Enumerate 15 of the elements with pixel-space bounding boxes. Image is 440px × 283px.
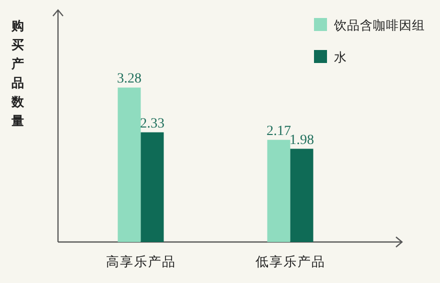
x-tick-label: 低享乐产品 — [255, 254, 326, 270]
bar — [140, 132, 164, 242]
bar — [118, 88, 141, 242]
legend-label: 水 — [334, 50, 347, 64]
bar — [267, 140, 290, 242]
data-label: 1.98 — [290, 132, 314, 148]
legend-item: 水 — [314, 50, 347, 64]
bar — [290, 148, 314, 242]
data-label: 2.33 — [140, 116, 164, 132]
x-tick-label: 高享乐产品 — [106, 254, 176, 270]
data-label: 3.28 — [117, 72, 142, 87]
y-axis-title: 购买产品数量 — [10, 18, 26, 128]
data-label: 2.17 — [266, 124, 291, 139]
legend-item: 饮品含咖啡因组 — [314, 18, 425, 32]
legend-label: 饮品含咖啡因组 — [333, 18, 425, 32]
